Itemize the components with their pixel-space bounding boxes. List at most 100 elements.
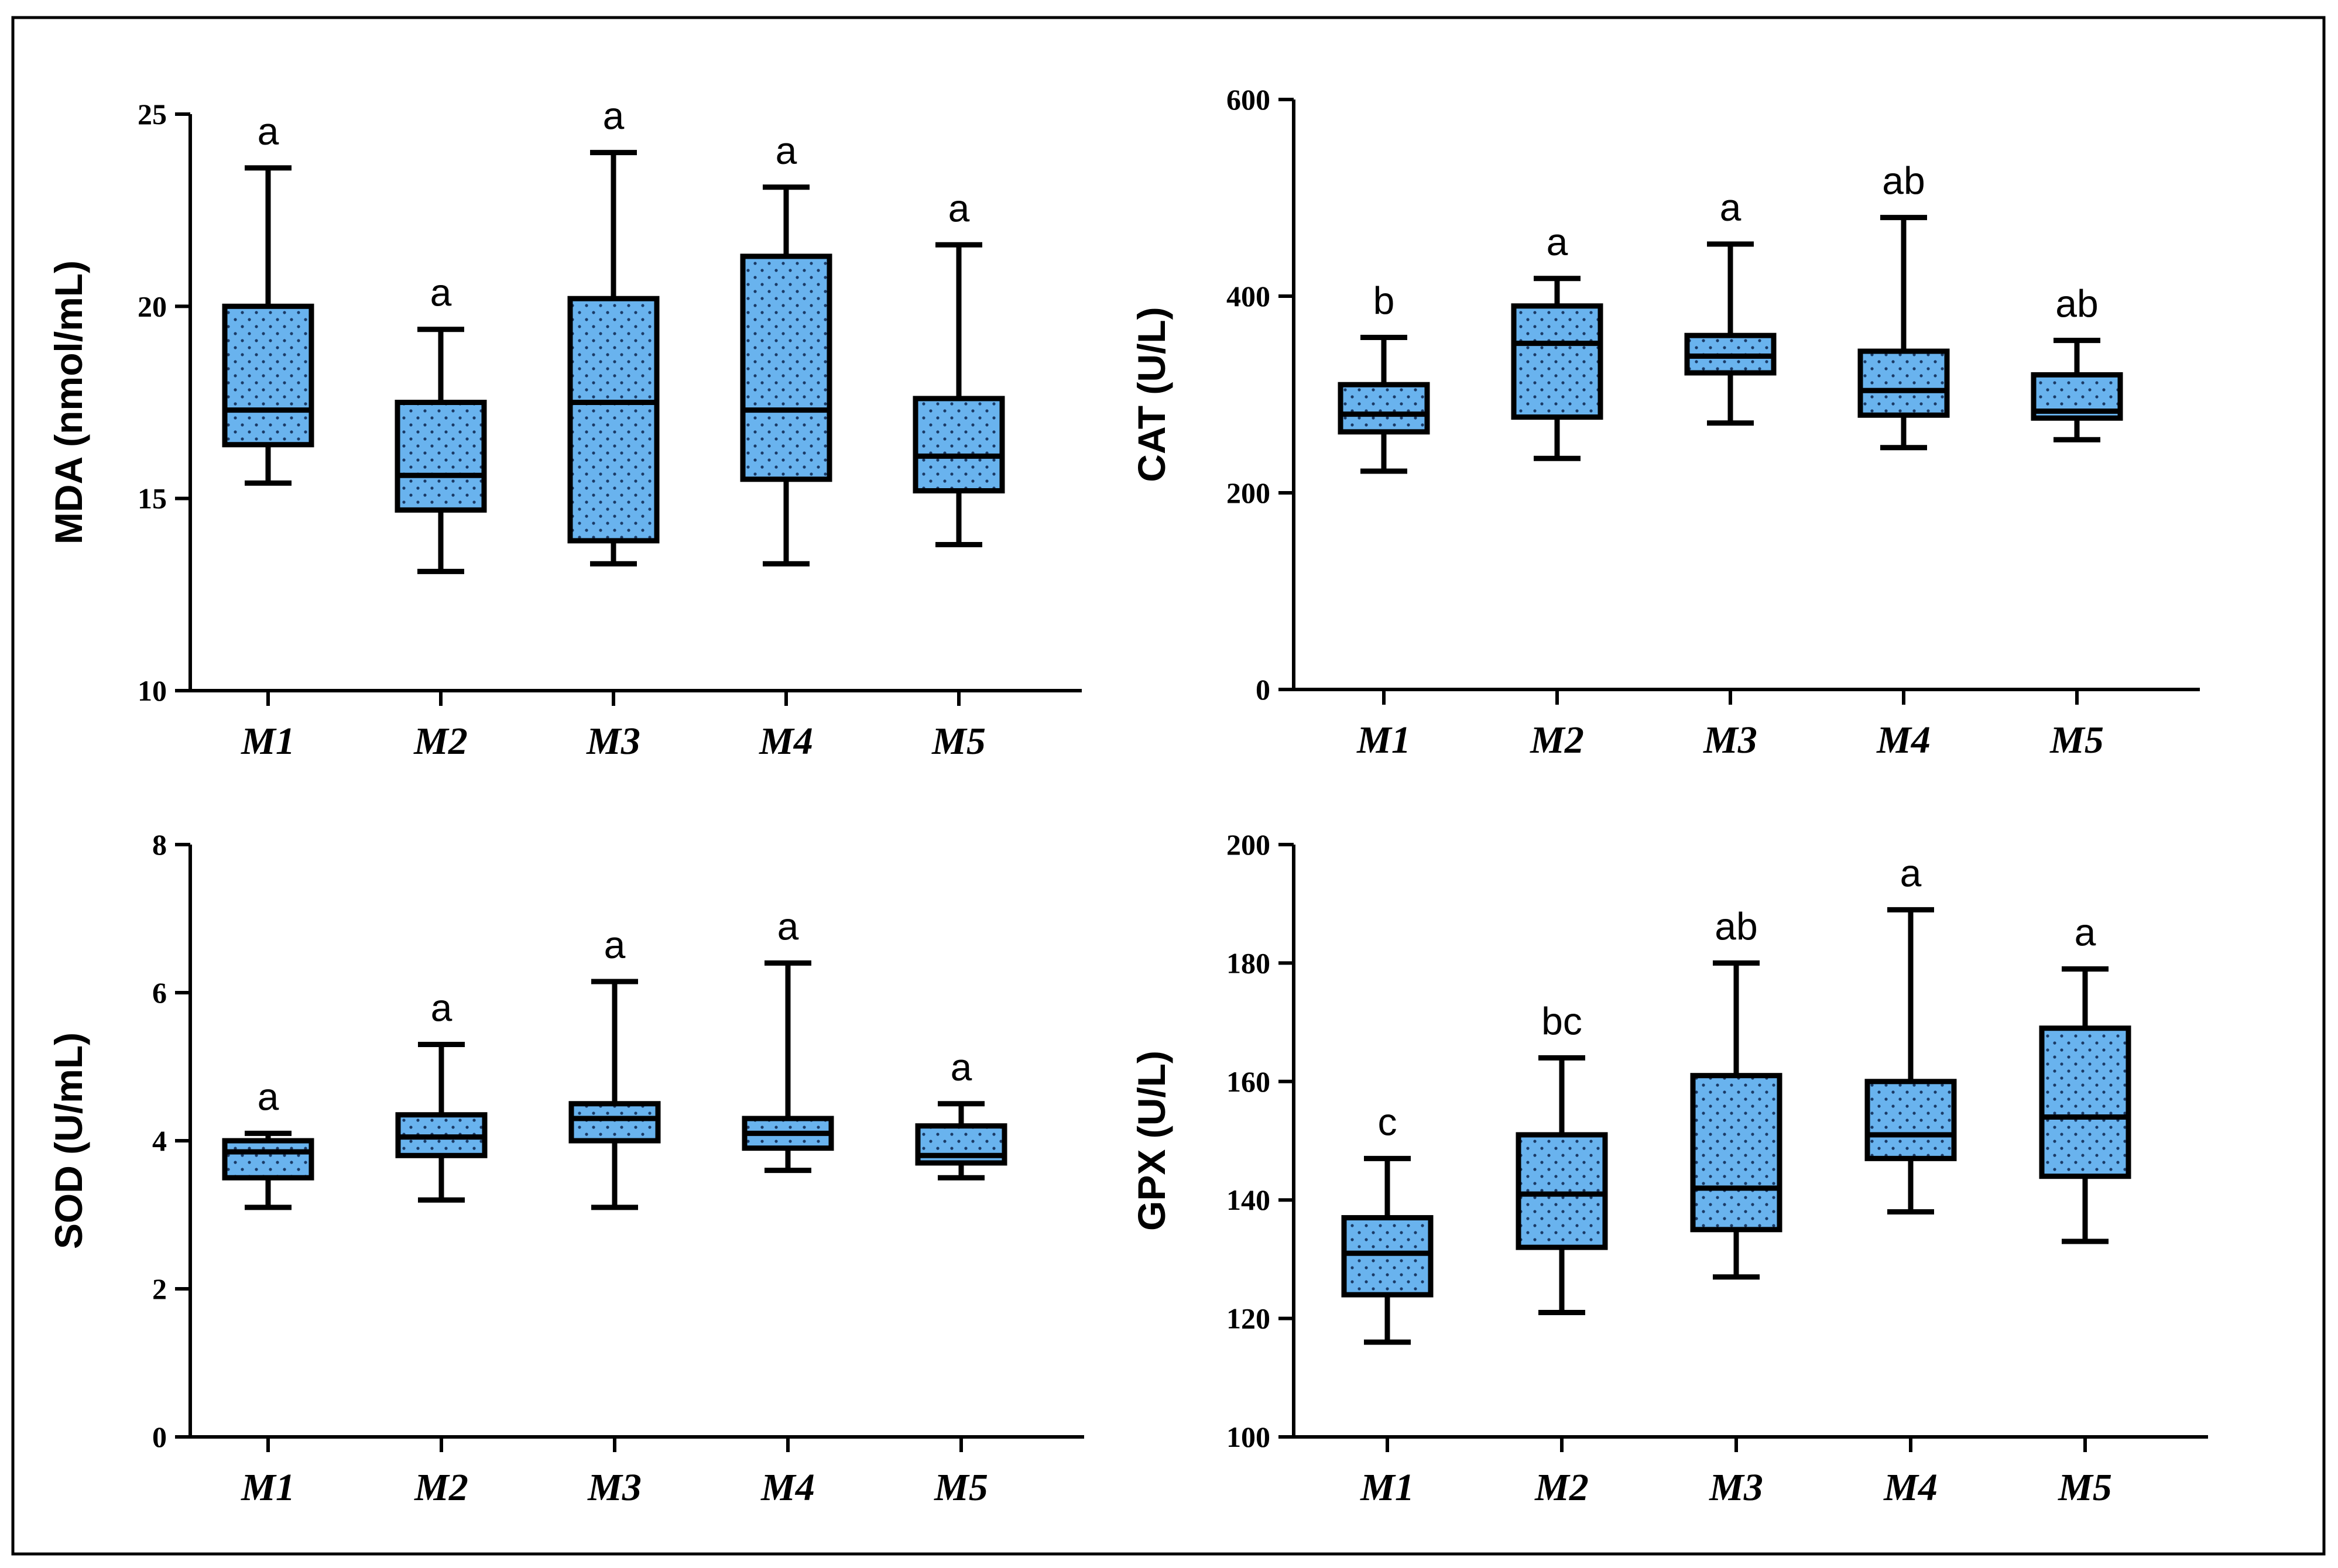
y-tick-label: 6 [152, 976, 167, 1009]
iqr-box [568, 1101, 661, 1144]
iqr-box [567, 296, 660, 544]
significance-label: a [1547, 220, 1568, 263]
x-tick-label: M3 [586, 720, 640, 763]
y-tick-label: 120 [1226, 1302, 1270, 1335]
y-tick-label: 20 [138, 290, 167, 322]
x-tick-label: M2 [1530, 719, 1584, 761]
box-m5: M5 a [2039, 911, 2131, 1509]
iqr-box [222, 303, 314, 448]
chart-panel-gpx: 100 120 140 160 180 200 GPX (U/L) M1 c M2 bc M3 ab M4… [1130, 828, 2208, 1509]
significance-label: c [1378, 1100, 1397, 1143]
box-m4: M4 a [742, 904, 834, 1509]
box-m4: M4 a [1864, 851, 1957, 1509]
y-tick-label: 2 [152, 1272, 167, 1305]
iqr-box [2039, 1025, 2131, 1179]
y-tick-label: 600 [1226, 83, 1270, 116]
box-m3: M3 a [567, 94, 660, 763]
y-axis-title: SOD (U/mL) [47, 1032, 90, 1249]
y-tick-label: 200 [1226, 476, 1270, 509]
y-axis-title: CAT (U/L) [1130, 307, 1173, 482]
significance-label: a [1720, 186, 1741, 229]
box-m1: M1 b [1338, 279, 1430, 761]
y-tick-label: 8 [152, 828, 167, 861]
y-tick-label: 15 [138, 482, 167, 515]
x-tick-label: M5 [934, 1466, 988, 1509]
box-m4: M4 a [740, 129, 832, 763]
x-tick-label: M3 [1703, 719, 1757, 761]
iqr-box [1516, 1132, 1608, 1250]
significance-label: bc [1541, 999, 1582, 1042]
box-m2: M2 a [1511, 220, 1603, 761]
x-tick-label: M1 [241, 1466, 295, 1509]
iqr-box [913, 396, 1005, 494]
x-tick-label: M4 [759, 720, 813, 763]
chart-panel-cat: 0 200 400 600 CAT (U/L) M1 b M2 a M3 a M4 ab M5 ab [1130, 83, 2200, 761]
x-tick-label: M2 [1534, 1466, 1589, 1509]
box-m2: M2 a [395, 271, 487, 763]
significance-label: ab [1882, 159, 1925, 203]
box-m5: M5 a [915, 1045, 1007, 1509]
iqr-box [1857, 348, 1950, 418]
x-tick-label: M5 [2058, 1466, 2112, 1509]
significance-label: a [431, 986, 452, 1030]
box-m3: M3 a [568, 923, 661, 1509]
y-tick-label: 25 [138, 98, 167, 131]
significance-label: a [951, 1045, 972, 1089]
box-m4: M4 ab [1857, 159, 1950, 761]
significance-label: a [258, 1075, 279, 1118]
box-m2: M2 a [395, 986, 488, 1509]
x-tick-label: M5 [2049, 719, 2104, 761]
x-tick-label: M4 [760, 1466, 815, 1509]
x-tick-label: M2 [414, 1466, 468, 1509]
y-axis-title: GPX (U/L) [1130, 1051, 1173, 1231]
iqr-box [1511, 303, 1603, 420]
y-tick-label: 0 [152, 1421, 167, 1453]
y-tick-label: 200 [1226, 828, 1270, 861]
box-m1: M1 a [222, 1075, 314, 1509]
chart-panel-mda: 10 15 20 25 MDA (nmol/mL) M1 a M2 a M3 a M4 a M5 a [47, 94, 1082, 763]
y-tick-label: 160 [1226, 1065, 1270, 1098]
box-m1: M1 a [222, 109, 314, 763]
y-tick-label: 180 [1226, 946, 1270, 979]
significance-label: a [604, 923, 626, 966]
box-m2: M2 bc [1516, 999, 1608, 1509]
box-m1: M1 c [1341, 1100, 1434, 1509]
iqr-box [1864, 1079, 1957, 1161]
significance-label: a [777, 904, 799, 948]
x-tick-label: M4 [1883, 1466, 1938, 1509]
chart-panel-sod: 0 2 4 6 8 SOD (U/mL) M1 a M2 a M3 a M4 a M5 a [47, 828, 1084, 1509]
x-tick-label: M1 [1360, 1466, 1414, 1509]
x-tick-label: M1 [1356, 719, 1411, 761]
x-tick-label: M5 [931, 720, 986, 763]
y-tick-label: 4 [152, 1124, 167, 1157]
significance-label: a [258, 109, 279, 153]
iqr-box [1690, 1073, 1782, 1233]
significance-label: b [1373, 279, 1395, 322]
iqr-box [395, 400, 487, 513]
x-tick-label: M3 [1709, 1466, 1763, 1509]
box-m5: M5 ab [2031, 282, 2123, 761]
iqr-box [1338, 382, 1430, 435]
y-tick-label: 140 [1226, 1183, 1270, 1216]
iqr-box [1341, 1215, 1434, 1298]
box-m3: M3 a [1684, 186, 1777, 761]
y-tick-label: 400 [1226, 280, 1270, 313]
x-tick-label: M3 [587, 1466, 642, 1509]
y-tick-label: 0 [1256, 673, 1270, 706]
iqr-box [740, 253, 832, 482]
significance-label: a [430, 271, 452, 314]
significance-label: a [948, 186, 970, 229]
significance-label: ab [2055, 282, 2098, 325]
figure-border [11, 16, 2326, 1556]
significance-label: a [603, 94, 625, 138]
significance-label: a [776, 129, 797, 172]
significance-label: a [1900, 851, 1922, 894]
y-tick-label: 100 [1226, 1421, 1270, 1453]
x-tick-label: M4 [1876, 719, 1931, 761]
significance-label: a [2075, 911, 2096, 954]
x-tick-label: M1 [241, 720, 295, 763]
box-m5: M5 a [913, 186, 1005, 763]
significance-label: ab [1715, 904, 1757, 948]
x-tick-label: M2 [413, 720, 468, 763]
